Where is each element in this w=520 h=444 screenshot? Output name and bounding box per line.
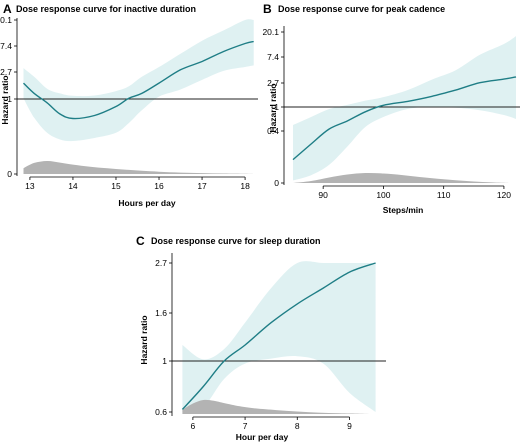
- panel-b-x-tick-label: 90: [318, 190, 328, 200]
- panel-a-y-tick-label: 7.4: [0, 41, 12, 51]
- panel-b-y-tick-label: 20.1: [262, 27, 279, 37]
- panel-b-confidence-band: [293, 36, 516, 181]
- panel-b-distribution: [293, 172, 510, 183]
- panel-c-y-tick-label: 0.6: [155, 407, 167, 417]
- panel-a-x-tick-label: 18: [240, 181, 250, 191]
- panel-a-y-tick-label: 1: [7, 94, 12, 104]
- panel-a-x-tick-label: 15: [111, 181, 121, 191]
- panel-c-title: Dose response curve for sleep duration: [151, 236, 321, 246]
- panel-c-distribution: [182, 399, 376, 414]
- panel-c-hazard-curve: [181, 262, 376, 410]
- panel-a-x-tick-label: 13: [25, 181, 35, 191]
- panel-a-x-tick-label: 17: [197, 181, 207, 191]
- panel-c-x-tick-label: 7: [243, 421, 248, 431]
- panel-a-hazard-curve: [23, 40, 254, 120]
- panel-b-y-tick-label: 1: [274, 102, 279, 112]
- panel-b-y-axis-label: Hazard ratio: [268, 83, 278, 132]
- panel-a-x-tick-label: 14: [68, 181, 78, 191]
- panel-a-x-tick-label: 16: [154, 181, 164, 191]
- panel-letter-c: C: [136, 234, 145, 248]
- panel-b-hazard-curve: [292, 76, 517, 161]
- panel-a-y-tick-label: 0: [7, 169, 12, 179]
- panel-b-y-tick-label: 0: [274, 178, 279, 188]
- panel-c-confidence-band: [182, 261, 376, 412]
- panel-b-x-tick-label: 120: [497, 190, 511, 200]
- panel-b-y-tick-label: 2.7: [267, 78, 279, 88]
- panel-c-x-tick-label: 6: [191, 421, 196, 431]
- panel-a-x-axis-label: Hours per day: [118, 198, 175, 208]
- panel-b-y-tick-label: 7.4: [267, 52, 279, 62]
- panel-a-confidence-band: [23, 19, 254, 142]
- panel-b-y-tick-label: 0.4: [267, 126, 279, 136]
- panel-c-y-tick-label: 2.7: [155, 258, 167, 268]
- panel-c-y-tick-label: 1: [162, 356, 167, 366]
- panel-b-x-tick-label: 100: [376, 190, 390, 200]
- panel-c-y-axis-label: Hazard ratio: [139, 315, 149, 364]
- panel-b-title: Dose response curve for peak cadence: [278, 4, 445, 14]
- panel-letter-b: B: [263, 2, 272, 16]
- panel-a: A Dose response curve for inactive durat…: [0, 2, 258, 208]
- panel-c-x-tick-label: 8: [295, 421, 300, 431]
- panel-a-y-axis-label: Hazard ratio: [0, 75, 10, 124]
- panel-c-x-tick-label: 9: [347, 421, 352, 431]
- panel-b: B Dose response curve for peak cadence 0…: [262, 2, 520, 215]
- panel-b-x-axis-label: Steps/min: [383, 205, 424, 215]
- panel-a-distribution: [23, 160, 254, 174]
- panel-a-y-tick-label: 2.7: [0, 67, 12, 77]
- panel-c-y-tick-label: 1.6: [155, 308, 167, 318]
- panel-letter-a: A: [3, 2, 12, 16]
- panel-b-x-tick-label: 110: [437, 190, 451, 200]
- panel-a-y-tick-label: 20.1: [0, 15, 12, 25]
- panel-c: C Dose response curve for sleep duration…: [136, 234, 386, 442]
- panel-a-title: Dose response curve for inactive duratio…: [16, 4, 196, 14]
- panel-c-x-axis-label: Hour per day: [236, 432, 289, 442]
